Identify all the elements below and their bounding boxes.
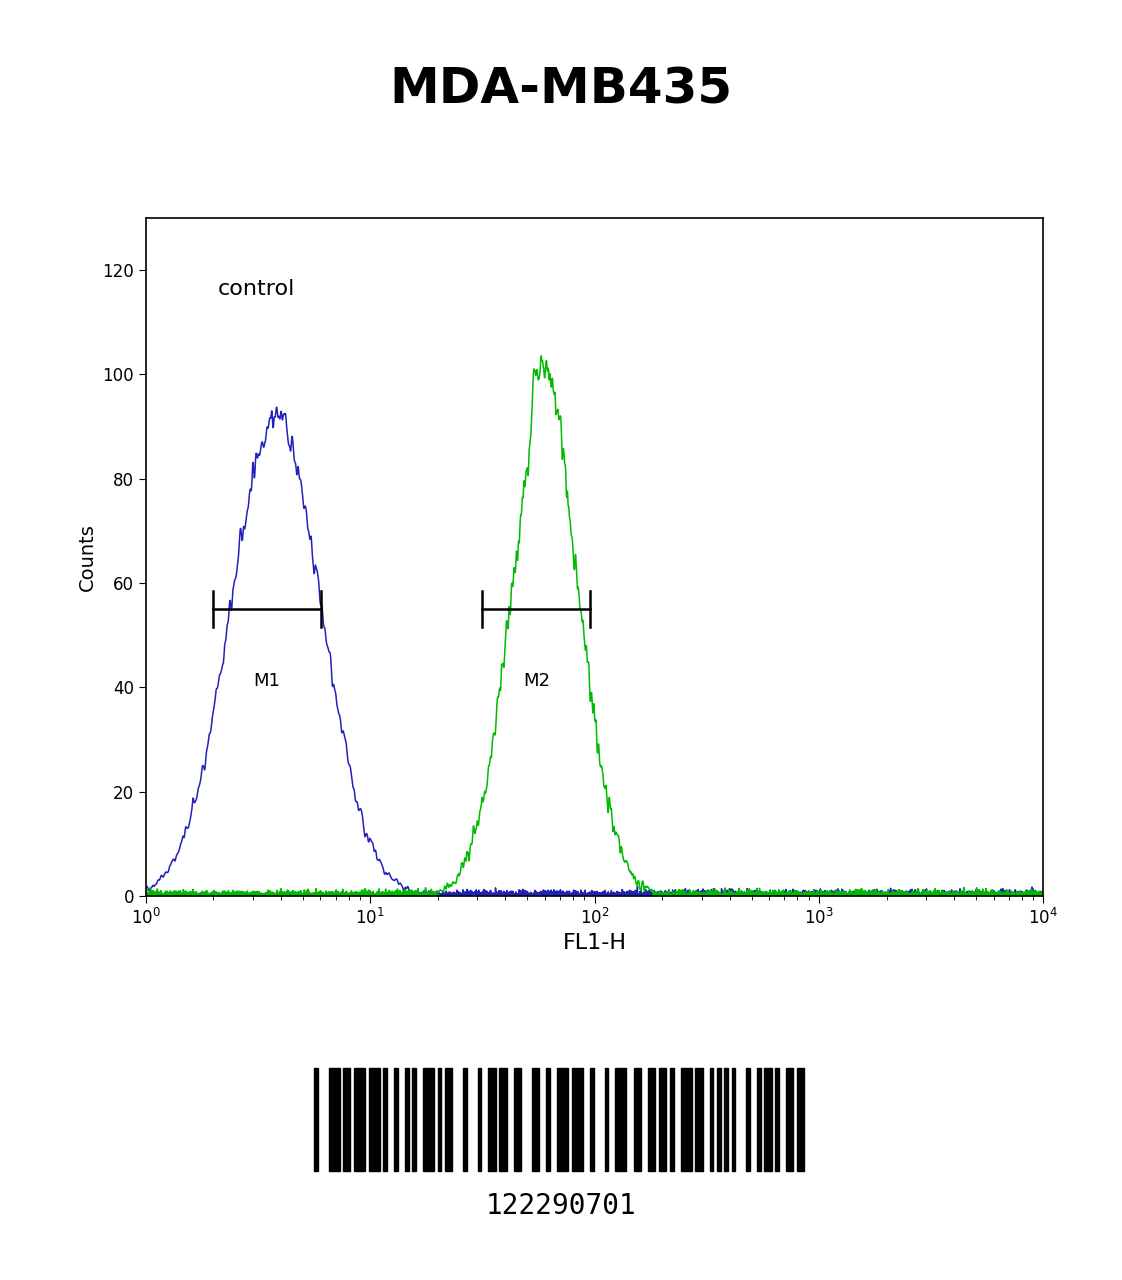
Bar — [444, 1068, 452, 1171]
Bar — [572, 1068, 582, 1171]
Bar — [616, 1068, 626, 1171]
Bar — [558, 1068, 568, 1171]
Bar — [725, 1068, 728, 1171]
Bar — [438, 1068, 441, 1171]
Bar — [314, 1068, 318, 1171]
Text: control: control — [218, 279, 295, 298]
Bar — [634, 1068, 641, 1171]
Bar — [329, 1068, 340, 1171]
Bar — [383, 1068, 387, 1171]
Bar — [546, 1068, 550, 1171]
Bar — [787, 1068, 793, 1171]
Bar — [405, 1068, 408, 1171]
Bar — [412, 1068, 416, 1171]
Bar — [764, 1068, 772, 1171]
Bar — [488, 1068, 496, 1171]
Bar — [394, 1068, 397, 1171]
Bar — [696, 1068, 702, 1171]
Text: 122290701: 122290701 — [486, 1192, 636, 1220]
Bar — [659, 1068, 666, 1171]
Bar — [590, 1068, 594, 1171]
Text: M2: M2 — [523, 672, 550, 690]
Bar — [732, 1068, 735, 1171]
Bar — [605, 1068, 608, 1171]
Bar — [775, 1068, 779, 1171]
Bar — [710, 1068, 714, 1171]
Bar — [717, 1068, 720, 1171]
Y-axis label: Counts: Counts — [77, 522, 96, 591]
Bar — [343, 1068, 350, 1171]
Bar — [514, 1068, 521, 1171]
Bar — [532, 1068, 540, 1171]
Bar — [681, 1068, 691, 1171]
Text: MDA-MB435: MDA-MB435 — [389, 65, 733, 114]
Bar — [463, 1068, 467, 1171]
Bar — [499, 1068, 506, 1171]
Bar — [746, 1068, 749, 1171]
Bar — [670, 1068, 673, 1171]
Bar — [423, 1068, 434, 1171]
Bar — [355, 1068, 365, 1171]
Bar — [478, 1068, 481, 1171]
Bar — [369, 1068, 379, 1171]
Bar — [757, 1068, 761, 1171]
Bar — [649, 1068, 655, 1171]
Bar — [797, 1068, 804, 1171]
Text: M1: M1 — [254, 672, 280, 690]
X-axis label: FL1-H: FL1-H — [562, 933, 627, 954]
